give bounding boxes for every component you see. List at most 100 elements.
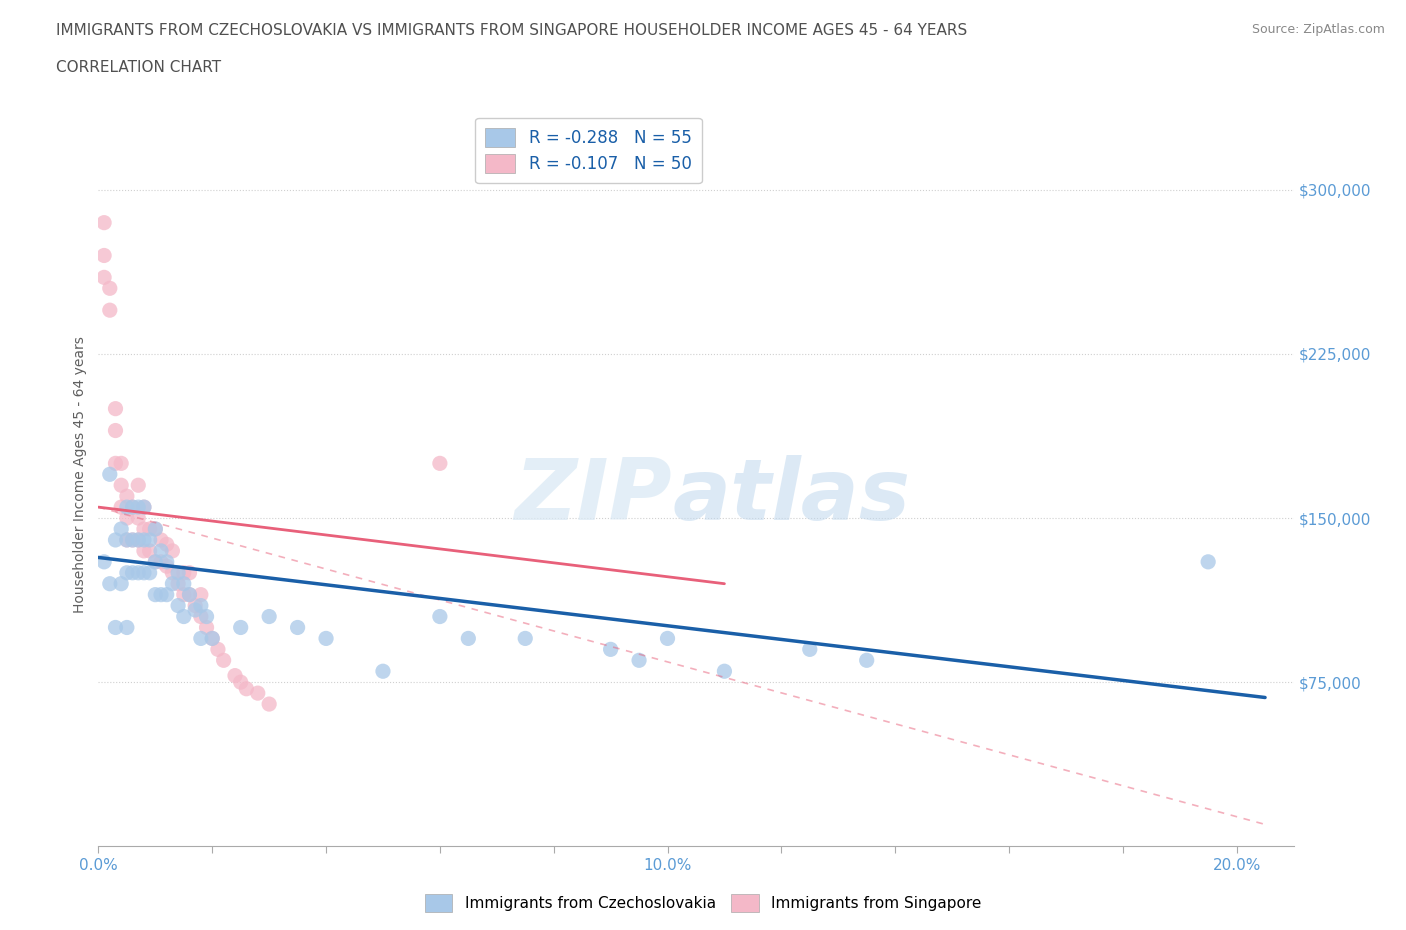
Point bbox=[167, 598, 190, 613]
Point bbox=[104, 423, 127, 438]
Point bbox=[93, 270, 115, 285]
Point bbox=[110, 456, 132, 471]
Point bbox=[173, 565, 195, 580]
Point bbox=[229, 620, 252, 635]
Point bbox=[132, 499, 155, 514]
Point bbox=[150, 554, 173, 569]
Point bbox=[599, 642, 621, 657]
Point bbox=[98, 281, 121, 296]
Point bbox=[104, 401, 127, 416]
Point bbox=[138, 565, 160, 580]
Point bbox=[143, 587, 166, 602]
Point bbox=[201, 631, 224, 645]
Point bbox=[104, 533, 127, 548]
Point bbox=[235, 682, 257, 697]
Point bbox=[184, 598, 207, 613]
Point bbox=[132, 565, 155, 580]
Point bbox=[121, 565, 143, 580]
Point bbox=[127, 533, 149, 548]
Point bbox=[121, 499, 143, 514]
Point bbox=[115, 499, 138, 514]
Text: atlas: atlas bbox=[672, 455, 910, 538]
Point bbox=[110, 499, 132, 514]
Point bbox=[190, 598, 212, 613]
Point bbox=[156, 587, 179, 602]
Point bbox=[371, 664, 394, 679]
Point bbox=[115, 620, 138, 635]
Point bbox=[162, 543, 184, 558]
Point bbox=[315, 631, 337, 645]
Point bbox=[121, 533, 143, 548]
Point bbox=[93, 554, 115, 569]
Legend: Immigrants from Czechoslovakia, Immigrants from Singapore: Immigrants from Czechoslovakia, Immigran… bbox=[419, 888, 987, 918]
Point bbox=[150, 587, 173, 602]
Point bbox=[799, 642, 821, 657]
Point bbox=[162, 577, 184, 591]
Point bbox=[98, 467, 121, 482]
Point bbox=[173, 609, 195, 624]
Point bbox=[132, 522, 155, 537]
Point bbox=[207, 642, 229, 657]
Point bbox=[104, 620, 127, 635]
Point bbox=[429, 609, 451, 624]
Point bbox=[429, 456, 451, 471]
Point bbox=[115, 533, 138, 548]
Point bbox=[156, 537, 179, 551]
Point bbox=[98, 577, 121, 591]
Point bbox=[173, 587, 195, 602]
Point bbox=[143, 554, 166, 569]
Point bbox=[127, 478, 149, 493]
Point bbox=[143, 522, 166, 537]
Point bbox=[167, 565, 190, 580]
Point bbox=[190, 631, 212, 645]
Point bbox=[127, 565, 149, 580]
Point bbox=[127, 499, 149, 514]
Point bbox=[115, 489, 138, 504]
Point bbox=[657, 631, 679, 645]
Point bbox=[257, 697, 280, 711]
Point bbox=[115, 565, 138, 580]
Point bbox=[156, 559, 179, 574]
Point bbox=[115, 511, 138, 525]
Point bbox=[855, 653, 877, 668]
Point bbox=[179, 565, 201, 580]
Point bbox=[1197, 554, 1219, 569]
Text: ZIP: ZIP bbox=[515, 455, 672, 538]
Text: Source: ZipAtlas.com: Source: ZipAtlas.com bbox=[1251, 23, 1385, 36]
Point bbox=[457, 631, 479, 645]
Point bbox=[515, 631, 537, 645]
Point bbox=[110, 522, 132, 537]
Point bbox=[110, 577, 132, 591]
Point bbox=[110, 478, 132, 493]
Legend: R = -0.288   N = 55, R = -0.107   N = 50: R = -0.288 N = 55, R = -0.107 N = 50 bbox=[475, 118, 702, 183]
Point bbox=[224, 668, 246, 683]
Point bbox=[150, 543, 173, 558]
Point bbox=[190, 609, 212, 624]
Point bbox=[132, 533, 155, 548]
Point bbox=[121, 533, 143, 548]
Point bbox=[115, 533, 138, 548]
Point bbox=[628, 653, 651, 668]
Point bbox=[246, 685, 269, 700]
Point bbox=[93, 215, 115, 230]
Point bbox=[104, 456, 127, 471]
Point bbox=[229, 675, 252, 690]
Point bbox=[132, 543, 155, 558]
Text: CORRELATION CHART: CORRELATION CHART bbox=[56, 60, 221, 75]
Point bbox=[713, 664, 735, 679]
Point bbox=[167, 577, 190, 591]
Point bbox=[138, 543, 160, 558]
Point bbox=[195, 609, 218, 624]
Point bbox=[138, 522, 160, 537]
Point bbox=[98, 303, 121, 318]
Point bbox=[184, 603, 207, 618]
Point bbox=[93, 248, 115, 263]
Y-axis label: Householder Income Ages 45 - 64 years: Householder Income Ages 45 - 64 years bbox=[73, 336, 87, 613]
Point bbox=[179, 587, 201, 602]
Point bbox=[127, 533, 149, 548]
Point bbox=[121, 499, 143, 514]
Point bbox=[127, 511, 149, 525]
Point bbox=[173, 577, 195, 591]
Point bbox=[150, 533, 173, 548]
Point bbox=[179, 587, 201, 602]
